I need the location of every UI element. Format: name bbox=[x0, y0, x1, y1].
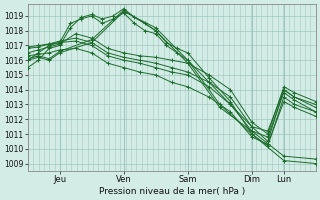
X-axis label: Pression niveau de la mer( hPa ): Pression niveau de la mer( hPa ) bbox=[99, 187, 245, 196]
